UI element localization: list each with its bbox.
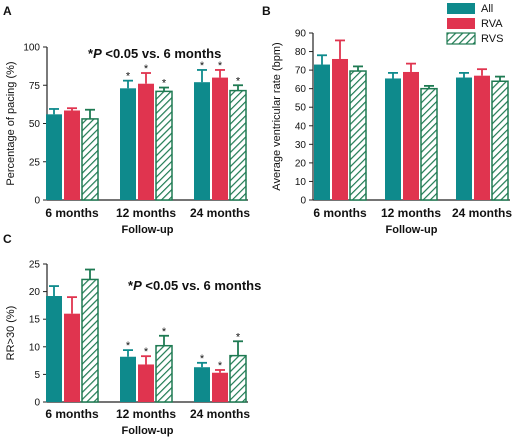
legend: All RVA RVS — [446, 3, 503, 45]
panel-c-significance-star: * — [144, 346, 149, 358]
panel-b-y-tick-label: 30 — [295, 140, 307, 151]
legend-label-all: All — [481, 3, 493, 15]
panel-b-y-tick-label: 80 — [295, 47, 307, 58]
panel-c-bar-all — [194, 367, 210, 402]
panel-b-bar-all — [314, 64, 330, 201]
panel-label-b: B — [262, 4, 271, 18]
legend-swatch-all — [447, 3, 475, 14]
panel-a-y-tick-label: 25 — [29, 157, 41, 168]
panel-a-y-tick-label: 75 — [29, 81, 41, 92]
legend-swatch-rva — [447, 18, 475, 29]
panel-c-y-tick-label: 0 — [34, 398, 40, 409]
panel-b-y-tick-label: 10 — [295, 177, 307, 188]
panel-a-significance-star: * — [126, 71, 131, 83]
panel-b-y-tick-label: 50 — [295, 103, 307, 114]
panel-c-y-tick-label: 20 — [29, 287, 41, 298]
panel-a-y-tick-label: 0 — [34, 196, 40, 207]
panel-a-category-label: 12 months — [116, 206, 176, 220]
panel-a-significance-star: * — [218, 60, 223, 72]
panel-a-bar-rva — [138, 83, 154, 200]
panel-b-bar-all — [385, 78, 401, 200]
panel-c-significance-star: * — [162, 326, 167, 338]
panel-a-significance-note: *P <0.05 vs. 6 months — [88, 46, 221, 61]
legend-swatch-rvs — [446, 32, 476, 45]
panel-label-c: C — [3, 232, 12, 246]
panel-c-y-tick-label: 10 — [29, 342, 41, 353]
panel-a-bar-all — [194, 82, 210, 200]
panel-c-chart: 0 5 10 15 20 25 6 months 12 months * * * 24 months *… — [5, 260, 261, 438]
panel-a-significance-star: * — [200, 60, 205, 72]
panel-b-category-label: 24 months — [452, 206, 512, 220]
panel-c-bar-all — [46, 296, 62, 402]
panel-b-bar-rva — [474, 75, 490, 200]
panel-a-bar-rva — [212, 77, 228, 200]
panel-c-significance-star: * — [126, 340, 131, 352]
panel-c-significance-star: * — [218, 360, 223, 372]
panel-b-bar-rvs — [420, 87, 438, 201]
panel-a-category-label: 24 months — [190, 206, 250, 220]
panel-a-bar-rva — [64, 110, 80, 200]
panel-c-bar-rvs — [229, 354, 247, 403]
panel-a-bar-rvs — [81, 118, 99, 201]
panel-c-y-tick-label: 25 — [29, 260, 41, 271]
panel-b-bar-rva — [403, 71, 419, 200]
panel-a-significance-star: * — [162, 78, 167, 90]
panel-b-y-tick-label: 20 — [295, 158, 307, 169]
panel-c-y-tick-label: 5 — [34, 370, 40, 381]
panel-a-significance-star: * — [236, 75, 241, 87]
panel-b-bar-rva — [332, 58, 348, 200]
panel-b-y-tick-label: 0 — [300, 196, 306, 207]
panel-b-y-tick-label: 40 — [295, 121, 307, 132]
panel-c-category-label: 6 months — [45, 407, 99, 421]
legend-label-rvs: RVS — [481, 33, 503, 45]
panel-c-y-axis-label: RR>30 (%) — [5, 306, 17, 361]
panel-b-category-label: 12 months — [381, 206, 441, 220]
panel-a-y-axis-label: Percentage of pacing (%) — [5, 61, 17, 185]
panel-c-bar-rvs — [81, 278, 99, 403]
panel-b-bar-rvs — [349, 70, 367, 201]
panel-b-category-label: 6 months — [313, 206, 367, 220]
panel-b-bar-rvs — [491, 80, 509, 201]
panel-a-x-axis-label: Follow-up — [122, 224, 174, 236]
panel-a-bar-rvs — [155, 90, 173, 201]
panel-c-bar-rva — [64, 313, 80, 402]
panel-a-significance-star: * — [144, 63, 149, 75]
panel-a-bar-all — [120, 88, 136, 200]
panel-c-significance-note: *P <0.05 vs. 6 months — [128, 278, 261, 293]
panel-c-category-label: 24 months — [190, 407, 250, 421]
panel-c-bar-rva — [212, 372, 228, 402]
panel-c-y-tick-label: 15 — [29, 315, 41, 326]
panel-a-y-tick-label: 100 — [23, 43, 40, 54]
panel-b-bar-all — [456, 77, 472, 200]
panel-c-significance-star: * — [200, 353, 205, 365]
panel-a-chart: 0 25 50 75 100 6 months 12 months * * * 24 months *… — [5, 43, 250, 237]
panel-c-x-axis-label: Follow-up — [122, 425, 174, 437]
panel-c-bar-all — [120, 356, 136, 402]
panel-label-a: A — [3, 4, 12, 18]
panel-a-bar-rvs — [229, 89, 247, 201]
panel-c-category-label: 12 months — [116, 407, 176, 421]
panel-a-category-label: 6 months — [45, 206, 99, 220]
panel-b-x-axis-label: Follow-up — [386, 224, 438, 236]
legend-label-rva: RVA — [481, 18, 503, 30]
panel-c-bar-rva — [138, 364, 154, 402]
panel-b-y-tick-label: 90 — [295, 29, 307, 40]
panel-b-y-tick-label: 70 — [295, 66, 307, 77]
panel-b-chart: 0 10 20 30 40 50 60 70 80 90 6 months 12 months 24 m… — [271, 29, 512, 237]
panel-a-bar-all — [46, 114, 62, 200]
panel-b-y-tick-label: 60 — [295, 84, 307, 95]
panel-b-y-axis-label: Average ventricular rate (bpm) — [271, 42, 283, 190]
panel-c-significance-star: * — [236, 331, 241, 343]
panel-c-bar-rvs — [155, 344, 173, 403]
panel-a-y-tick-label: 50 — [29, 119, 41, 130]
